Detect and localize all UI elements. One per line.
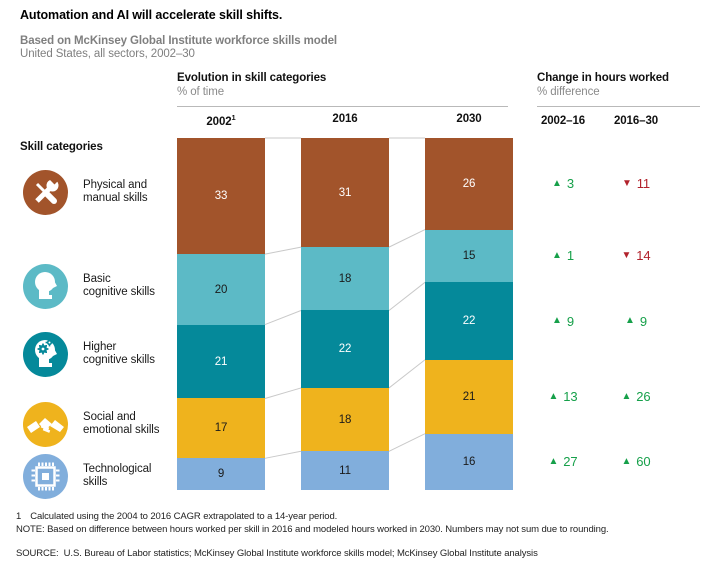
bar-segment: 22 [425,282,513,360]
bar-segment: 33 [177,138,265,254]
down-triangle-icon: ▼ [621,249,632,261]
up-triangle-icon: ▲ [548,455,559,467]
bar-segment: 22 [301,310,389,388]
change-value: ▼ 11 [621,176,651,192]
footnote-marker: 1 [16,511,22,522]
note-line: NOTE: Based on difference between hours … [16,524,609,535]
footnote: 1 Calculated using the 2004 to 2016 CAGR… [16,511,337,522]
change-value: ▲ 3 [552,176,574,192]
up-triangle-icon: ▲ [625,315,635,327]
change-value: ▼ 14 [621,248,651,264]
evolution-rule [177,106,508,107]
higher-cognitive-skills-icon [23,331,68,377]
section-header-hours: Change in hours worked % difference [537,72,669,99]
connector-line [264,310,302,326]
subtitle-scope: United States, all sectors, 2002–30 [20,48,195,60]
social-emotional-skills-icon [23,401,68,447]
bar-segment: 17 [177,398,265,458]
bar-segment: 16 [425,434,513,490]
hours-unit: % difference [537,86,600,98]
basic-cognitive-skills-icon [23,263,68,309]
connector-line [388,433,426,452]
year-header: 2030 [456,113,482,125]
bar-segment: 18 [301,247,389,310]
bar-segment: 15 [425,230,513,282]
connector-line [264,387,302,399]
year-header: 20021 [206,113,236,128]
subtitle-model: Based on McKinsey Global Institute workf… [20,35,338,47]
connector-line [388,281,426,311]
technological-skills-icon [23,453,68,499]
category-label: Technological skills [83,462,152,489]
category-row-technological: Technological skills [23,453,151,499]
bar-segment: 20 [177,254,265,325]
up-triangle-icon: ▲ [548,390,559,402]
evolution-title: Evolution in skill categories [177,72,327,84]
category-label: Social and emotional skills [83,410,160,437]
bar-segment: 26 [425,138,513,230]
connector-line [264,246,302,255]
category-row-basic-cognitive: Basic cognitive skills [23,263,155,309]
year-header: 2016 [332,113,358,125]
up-triangle-icon: ▲ [552,249,562,261]
change-value: ▲ 9 [625,313,647,329]
category-row-physical-manual: Physical and manual skills [23,169,148,215]
change-value: ▲ 13 [548,389,578,405]
up-triangle-icon: ▲ [621,390,632,402]
category-row-social-emotional: Social and emotional skills [23,401,159,447]
change-value: ▲ 27 [548,454,578,470]
bar-segment: 21 [425,360,513,434]
source-line: SOURCE: U.S. Bureau of Labor statistics;… [16,548,538,559]
bar-segment: 18 [301,388,389,451]
category-label: Higher cognitive skills [83,340,155,367]
page-title: Automation and AI will accelerate skill … [20,8,283,22]
bar-segment: 9 [177,458,265,490]
change-value: ▲ 9 [552,313,574,329]
hours-rule [537,106,700,107]
bar-segment: 31 [301,138,389,247]
connector-line [264,450,302,459]
hours-title: Change in hours worked [537,72,669,84]
bar-segment: 11 [301,451,389,490]
period-header-2002-16: 2002–16 [540,115,586,127]
up-triangle-icon: ▲ [621,455,632,467]
bar-segment: 21 [177,325,265,398]
connector-line [388,359,426,389]
change-value: ▲ 60 [621,454,651,470]
category-label: Basic cognitive skills [83,272,155,299]
period-header-2016-30: 2016–30 [613,115,659,127]
skill-categories-heading: Skill categories [20,141,103,153]
physical-manual-skills-icon [23,169,68,215]
connector-line [388,229,426,248]
section-header-evolution: Evolution in skill categories % of time [177,72,326,99]
down-triangle-icon: ▼ [621,177,632,189]
change-value: ▲ 26 [621,389,651,405]
change-value: ▲ 1 [552,248,574,264]
category-label: Physical and manual skills [83,178,148,205]
category-row-higher-cognitive: Higher cognitive skills [23,331,155,377]
evolution-unit: % of time [177,86,225,98]
up-triangle-icon: ▲ [552,315,562,327]
footnote-text: Calculated using the 2004 to 2016 CAGR e… [30,511,338,522]
up-triangle-icon: ▲ [552,177,562,189]
